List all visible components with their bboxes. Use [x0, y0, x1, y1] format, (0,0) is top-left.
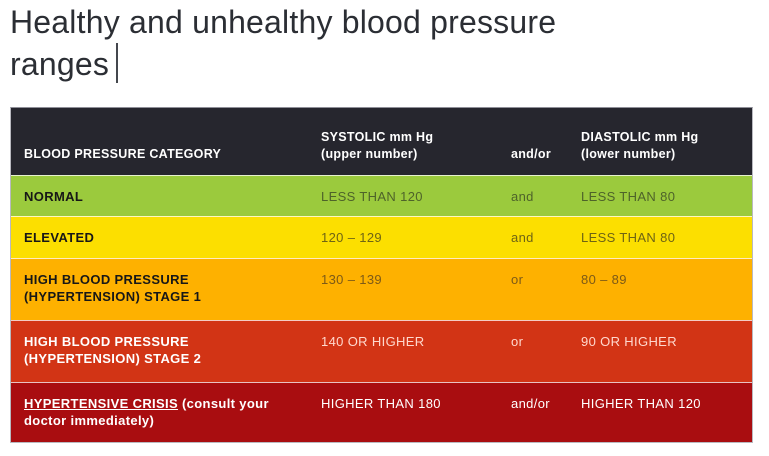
category-label: NORMAL: [24, 189, 84, 204]
table-header-row: BLOOD PRESSURE CATEGORY SYSTOLIC mm Hg (…: [11, 108, 752, 175]
category-label: HIGH BLOOD PRESSURE (HYPERTENSION) STAGE…: [24, 334, 202, 366]
blood-pressure-table: BLOOD PRESSURE CATEGORY SYSTOLIC mm Hg (…: [10, 107, 753, 443]
category-label-note: (consult your doctor immediately): [24, 396, 269, 428]
connector-label: and/or: [511, 396, 550, 411]
category-label: ELEVATED: [24, 230, 95, 245]
page-title-line2: ranges: [10, 46, 110, 82]
category-label: HIGH BLOOD PRESSURE (HYPERTENSION) STAGE…: [24, 272, 202, 304]
header-systolic: SYSTOLIC mm Hg (upper number): [311, 129, 501, 175]
systolic-value: HIGHER THAN 180: [321, 396, 441, 411]
header-diastolic: DIASTOLIC mm Hg (lower number): [571, 129, 752, 175]
header-category: BLOOD PRESSURE CATEGORY: [24, 147, 222, 161]
table-row-elevated: ELEVATED 120 – 129 and LESS THAN 80: [11, 216, 752, 258]
table-row-hypertension-stage2: HIGH BLOOD PRESSURE (HYPERTENSION) STAGE…: [11, 320, 752, 382]
table-row-hypertension-stage1: HIGH BLOOD PRESSURE (HYPERTENSION) STAGE…: [11, 258, 752, 320]
text-cursor: [116, 43, 119, 83]
connector-label: or: [511, 272, 524, 287]
systolic-value: 140 OR HIGHER: [321, 334, 425, 349]
page-title-line1: Healthy and unhealthy blood pressure: [10, 4, 557, 40]
connector-label: and: [511, 189, 534, 204]
diastolic-value: HIGHER THAN 120: [581, 396, 701, 411]
header-systolic-sub: (upper number): [321, 147, 418, 161]
header-diastolic-title: DIASTOLIC mm Hg: [581, 130, 699, 144]
header-systolic-title: SYSTOLIC mm Hg: [321, 130, 434, 144]
systolic-value: LESS THAN 120: [321, 189, 423, 204]
category-label-underlined: HYPERTENSIVE CRISIS: [24, 396, 179, 411]
connector-label: or: [511, 334, 524, 349]
diastolic-value: LESS THAN 80: [581, 230, 676, 245]
table-row-normal: NORMAL LESS THAN 120 and LESS THAN 80: [11, 175, 752, 216]
table-row-hypertensive-crisis: HYPERTENSIVE CRISIS (consult your doctor…: [11, 382, 752, 442]
systolic-value: 130 – 139: [321, 272, 382, 287]
header-connector: and/or: [511, 147, 551, 161]
systolic-value: 120 – 129: [321, 230, 382, 245]
diastolic-value: 80 – 89: [581, 272, 627, 287]
category-label: HYPERTENSIVE CRISIS (consult your doctor…: [11, 383, 311, 440]
header-diastolic-sub: (lower number): [581, 147, 676, 161]
connector-label: and: [511, 230, 534, 245]
page-title[interactable]: Healthy and unhealthy blood pressure rang…: [10, 2, 755, 85]
diastolic-value: 90 OR HIGHER: [581, 334, 677, 349]
diastolic-value: LESS THAN 80: [581, 189, 676, 204]
